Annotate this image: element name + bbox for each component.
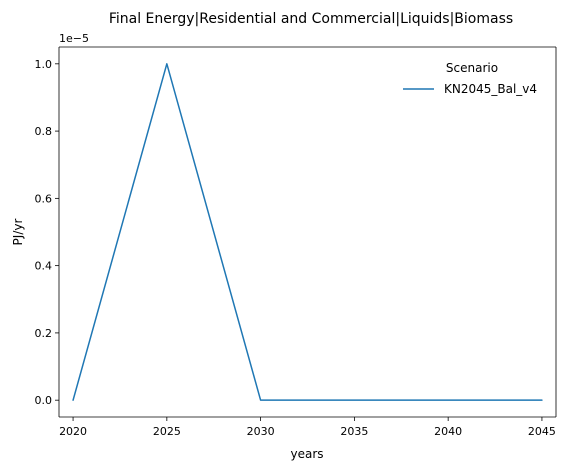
y-tick-label: 0.2 (35, 327, 53, 340)
legend-label-kn2045-bal-v4: KN2045_Bal_v4 (444, 82, 537, 96)
legend-title: Scenario (446, 61, 498, 75)
series-layer (72, 63, 543, 401)
series-line-kn2045-bal-v4 (72, 63, 543, 401)
y-axis-label: PJ/yr (11, 219, 25, 246)
x-tick-label: 2035 (340, 425, 368, 438)
x-axis-label: years (290, 447, 323, 461)
x-tick-label: 2025 (153, 425, 181, 438)
chart-title: Final Energy|Residential and Commercial|… (109, 11, 513, 27)
y-tick-label: 0.8 (35, 125, 53, 138)
legend: Scenario KN2045_Bal_v4 (403, 61, 537, 96)
y-tick-label: 0.4 (35, 260, 53, 273)
x-axis-ticks: 2020 2025 2030 2035 2040 2045 (59, 417, 556, 438)
y-tick-label: 1.0 (35, 58, 53, 71)
y-tick-label: 0.6 (35, 192, 53, 205)
y-offset-label: 1e−5 (59, 32, 89, 45)
x-tick-label: 2045 (528, 425, 556, 438)
x-tick-label: 2020 (59, 425, 87, 438)
x-tick-label: 2030 (247, 425, 275, 438)
plot-area (59, 47, 556, 417)
x-tick-label: 2040 (434, 425, 462, 438)
plot-frame (58, 46, 557, 418)
y-axis-ticks: 0.0 0.2 0.4 0.6 0.8 1.0 (35, 58, 59, 407)
y-tick-label: 0.0 (35, 394, 53, 407)
